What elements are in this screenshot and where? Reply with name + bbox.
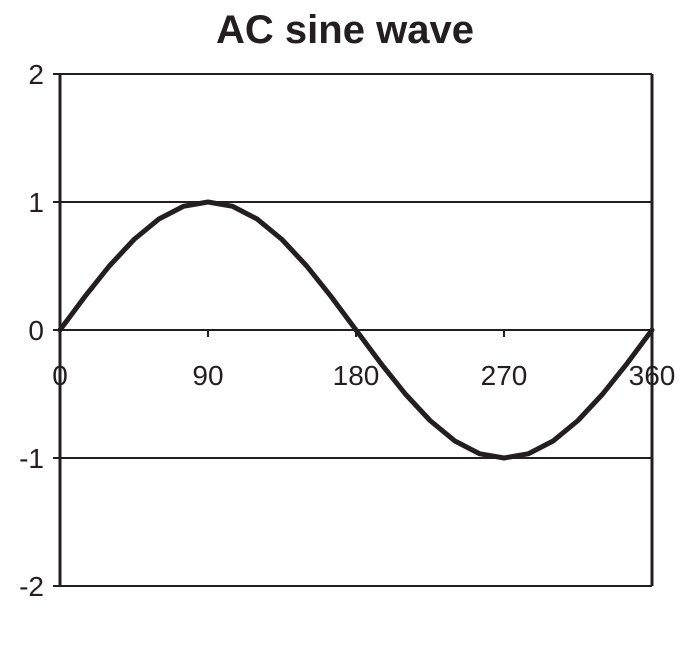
chart-title: AC sine wave: [216, 8, 474, 52]
x-tick-label: 360: [629, 360, 676, 391]
y-tick-label: 1: [28, 187, 44, 218]
y-tick-label: 0: [28, 315, 44, 346]
x-tick-label: 0: [52, 360, 68, 391]
x-tick-label: 270: [481, 360, 528, 391]
x-tick-label: 180: [333, 360, 380, 391]
y-axis-ticks: 2 1 0 -1 -2: [19, 59, 60, 602]
y-tick-label: 2: [28, 59, 44, 90]
x-tick-label: 90: [192, 360, 223, 391]
x-axis-ticks: 0 90 180 270 360: [52, 330, 675, 391]
y-tick-label: -2: [19, 571, 44, 602]
y-tick-label: -1: [19, 443, 44, 474]
